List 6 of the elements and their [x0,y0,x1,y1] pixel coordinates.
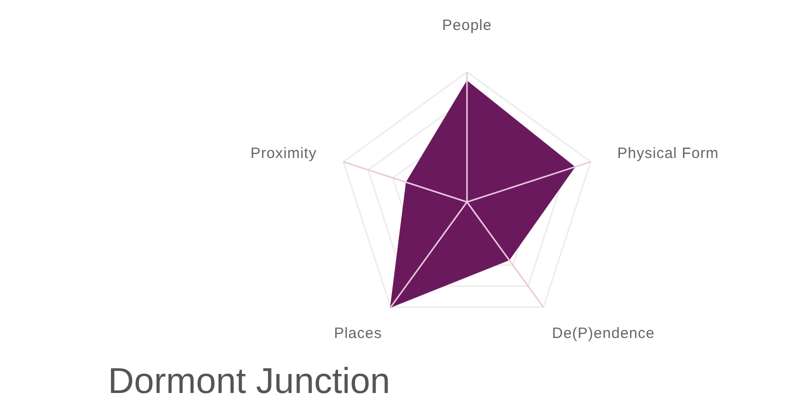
spoke-label: Places [334,324,382,342]
spoke-label: People [442,17,492,34]
text: Dormont Junction [108,360,390,401]
spoke-label: Physical Form [617,145,719,162]
spoke-label: De(P)endence [552,324,655,342]
spoke-label: Proximity [250,145,317,162]
